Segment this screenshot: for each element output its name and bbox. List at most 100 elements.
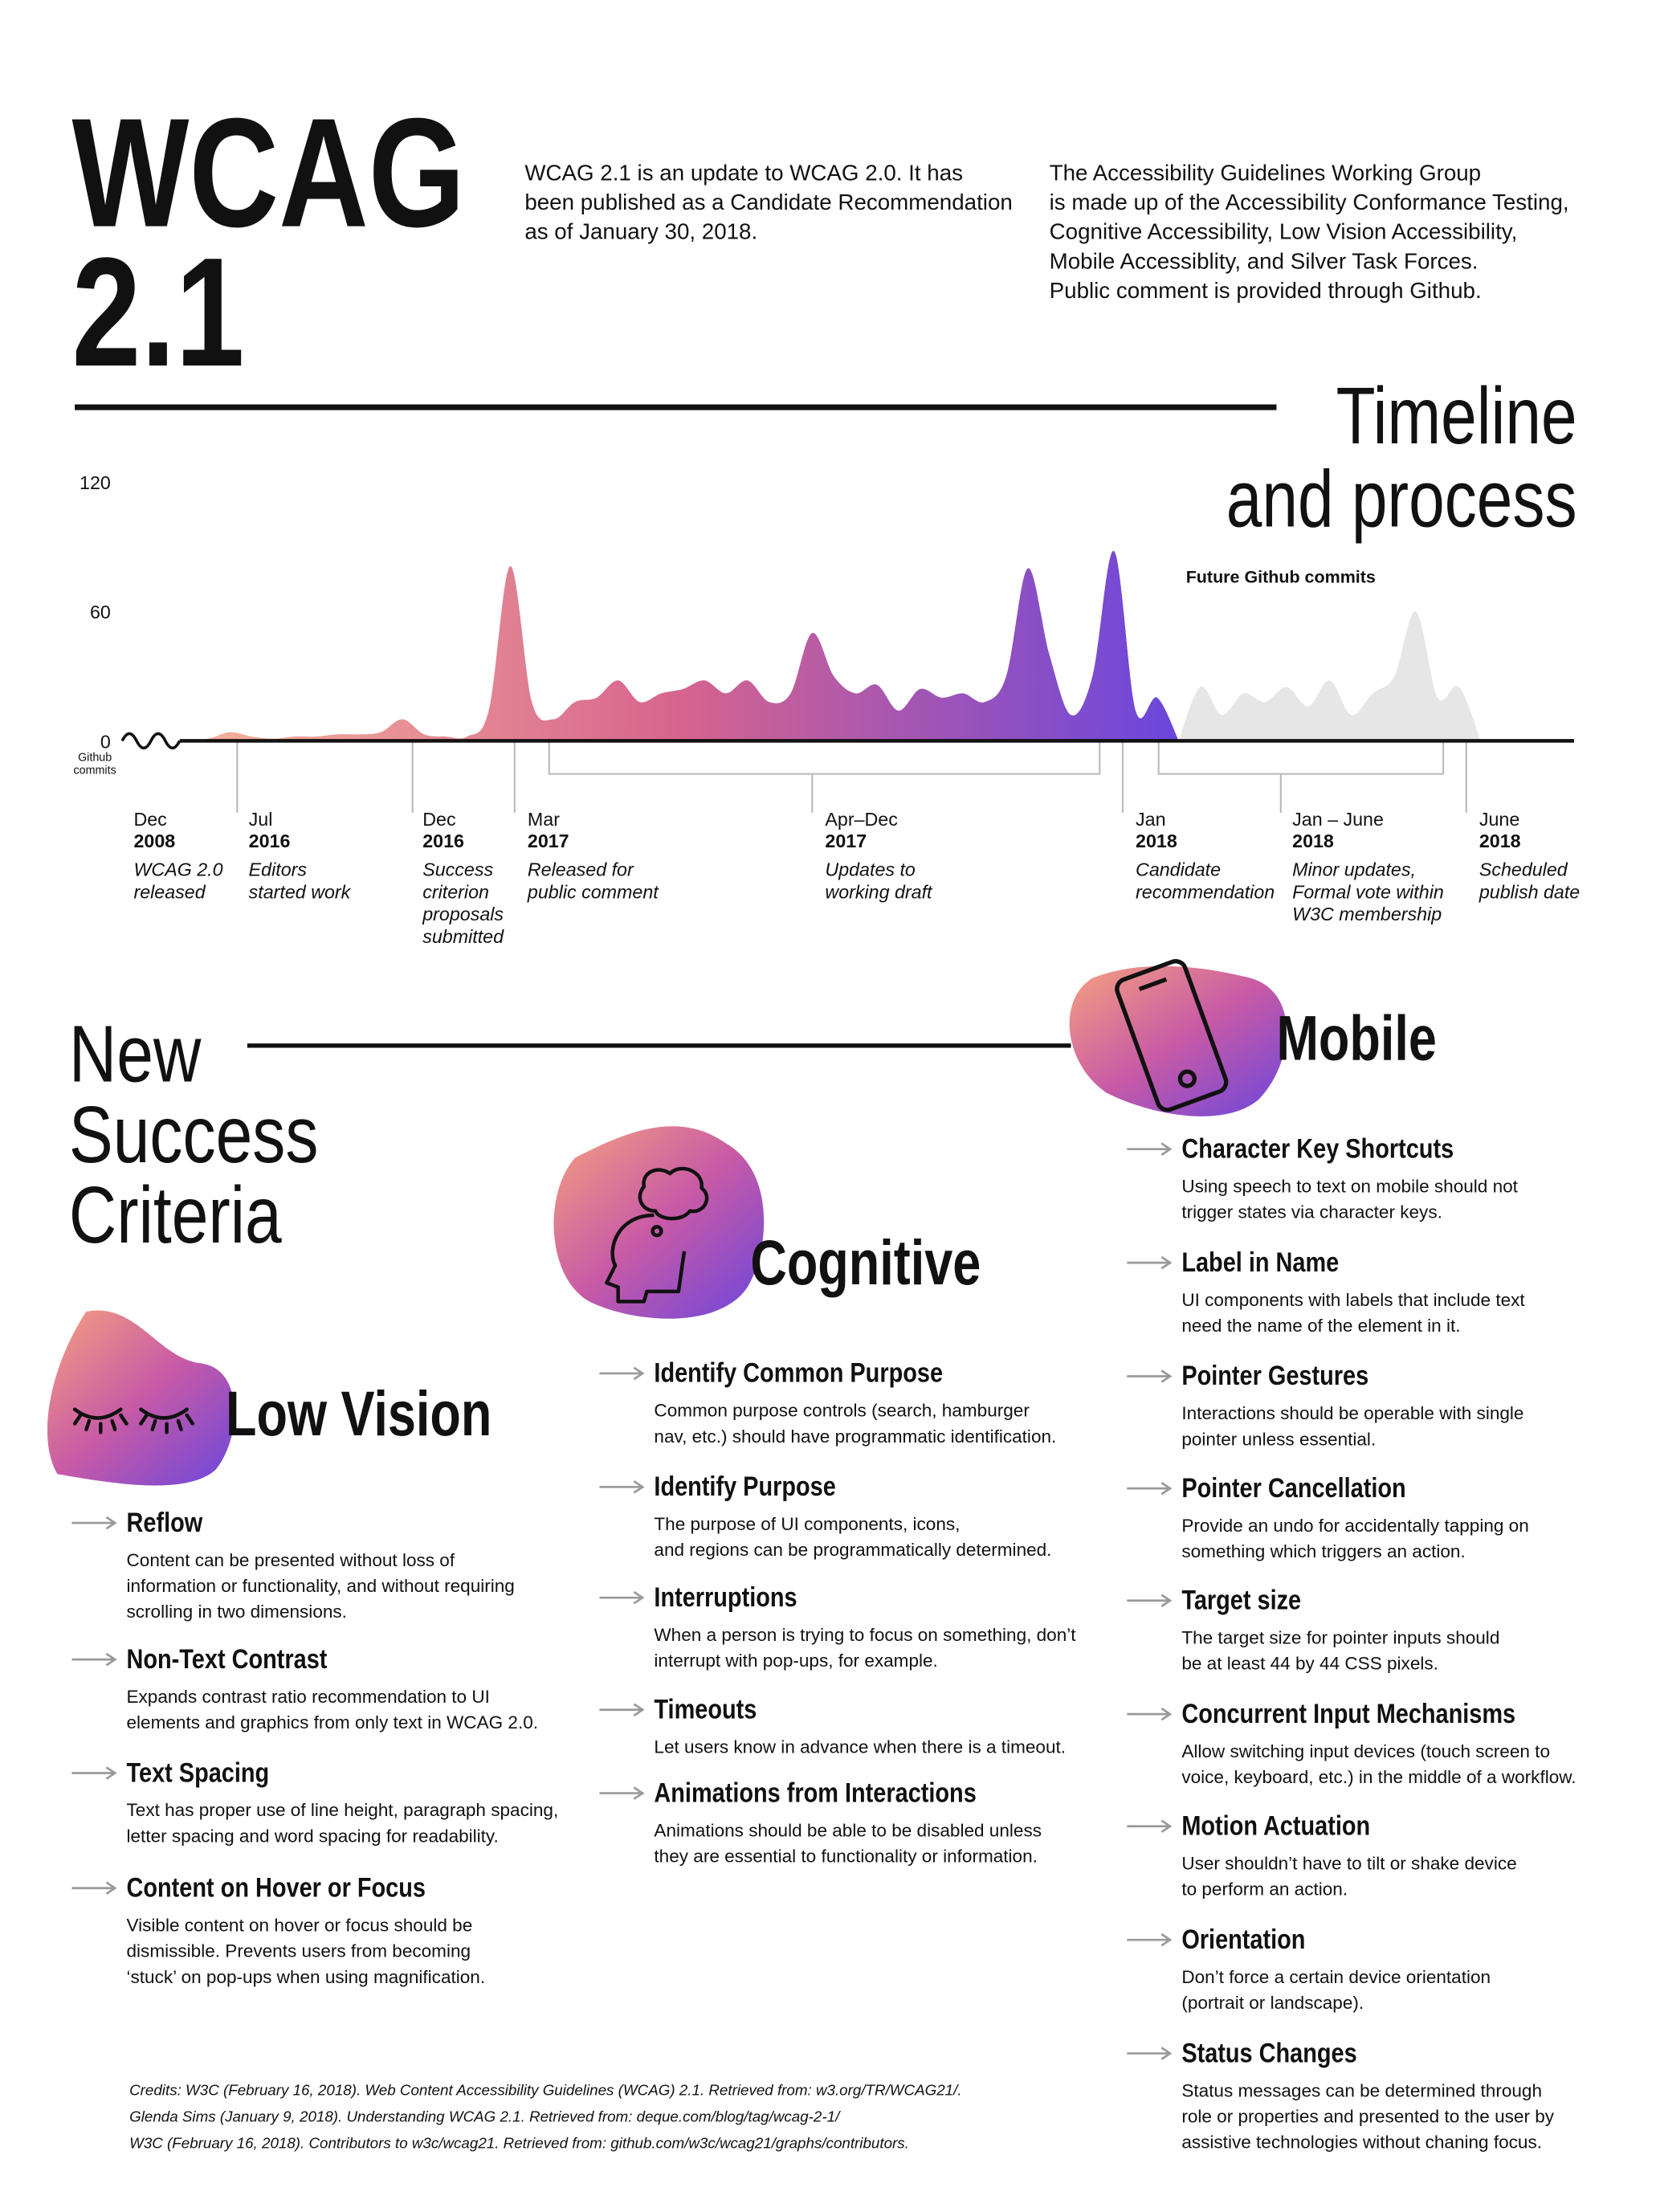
milestone-text: W3C membership: [1292, 904, 1442, 924]
criterion-title: Identify Purpose: [654, 1471, 835, 1502]
criterion-title: Identify Common Purpose: [654, 1357, 943, 1388]
category-title: Low Vision: [226, 1378, 491, 1449]
criterion-title: Label in Name: [1181, 1247, 1339, 1278]
y-tick-label: 0: [100, 731, 111, 752]
milestone-text: Minor updates,: [1292, 859, 1416, 880]
area: [1178, 611, 1481, 741]
criterion-text: dismissible. Prevents users from becomin…: [127, 1941, 471, 1961]
criterion-title: Motion Actuation: [1181, 1810, 1370, 1841]
arrow: [599, 1366, 645, 1381]
milestone-text: publish date: [1479, 881, 1580, 902]
milestone-month: Jan – June: [1292, 809, 1384, 830]
criterion-text: Interactions should be operable with sin…: [1181, 1403, 1523, 1423]
milestone-text: public comment: [527, 881, 659, 902]
credit-line: Credits: W3C (February 16, 2018). Web Co…: [129, 2081, 961, 2098]
milestone-text: Editors: [249, 859, 308, 880]
criterion-text: Using speech to text on mobile should no…: [1181, 1176, 1518, 1196]
criterion-text: Common purpose controls (search, hamburg…: [654, 1401, 1030, 1421]
milestone-text: submitted: [422, 926, 504, 947]
y-axis-label: Github: [78, 751, 112, 764]
criterion-title: Non-Text Contrast: [127, 1643, 328, 1675]
intro-line: as of January 30, 2018.: [524, 219, 757, 244]
section-heading: Success: [69, 1090, 319, 1180]
series-label: Future Github commits: [1186, 567, 1376, 586]
arrow: [1127, 1369, 1173, 1383]
blob: [1069, 965, 1287, 1116]
arrow: [71, 1516, 117, 1530]
arrow: [1127, 1819, 1173, 1834]
arrow: [1127, 1594, 1173, 1608]
criterion-text: assistive technologies without chaning f…: [1181, 2132, 1542, 2153]
milestone-year: 2016: [422, 831, 464, 851]
criterion-text: role or properties and presented to the …: [1181, 2106, 1554, 2126]
credit-line: Glenda Sims (January 9, 2018). Understan…: [129, 2108, 841, 2125]
criterion-text: (portrait or landscape).: [1181, 1993, 1364, 2013]
category-title: Cognitive: [750, 1227, 981, 1298]
criterion-title: Orientation: [1181, 1924, 1305, 1955]
milestone-month: June: [1479, 809, 1519, 830]
arrow: [599, 1480, 645, 1494]
arrow: [71, 1881, 117, 1895]
criterion-text: need the name of the element in it.: [1181, 1316, 1460, 1336]
arrow: [1127, 1707, 1173, 1721]
criterion-text: Text has proper use of line height, para…: [127, 1800, 559, 1820]
timeline-connectors: [236, 741, 1467, 813]
milestone-text: released: [133, 881, 206, 902]
milestone-year: 2018: [1479, 831, 1521, 851]
milestone-month: Dec: [422, 809, 456, 830]
eyes-icon: [72, 1407, 195, 1435]
milestone-text: recommendation: [1136, 881, 1275, 902]
criterion-title: Pointer Cancellation: [1181, 1472, 1405, 1504]
milestone-month: Jul: [249, 809, 273, 830]
criterion-text: The purpose of UI components, icons,: [654, 1514, 960, 1534]
milestone-month: Apr–Dec: [825, 809, 898, 830]
intro-line: WCAG 2.1 is an update to WCAG 2.0. It ha…: [524, 160, 963, 185]
y-tick-label: 120: [80, 472, 111, 493]
title: 2.1: [71, 227, 244, 399]
milestone-text: Released for: [528, 859, 634, 880]
milestone-text: proposals: [422, 904, 504, 924]
section-heading: New: [69, 1010, 202, 1100]
criterion-title: Pointer Gestures: [1181, 1360, 1368, 1391]
criterion-title: Target size: [1181, 1584, 1301, 1615]
criterion-title: Character Key Shortcuts: [1181, 1133, 1454, 1164]
arrow: [599, 1703, 645, 1717]
milestone-year: 2017: [528, 831, 569, 851]
intro-line: been published as a Candidate Recommenda…: [524, 190, 1013, 214]
criterion-text: and regions can be programmatically dete…: [654, 1540, 1051, 1560]
criterion-text: Don’t force a certain device orientation: [1181, 1967, 1491, 1987]
arrow: [599, 1590, 645, 1605]
criterion-text: Visible content on hover or focus should…: [127, 1915, 473, 1935]
milestone-text: Success: [422, 859, 493, 880]
milestone-text: Candidate: [1136, 859, 1221, 880]
about-line: Public comment is provided through Githu…: [1050, 278, 1482, 303]
credit-line: W3C (February 16, 2018). Contributors to…: [129, 2135, 909, 2152]
milestone-text: Updates to: [825, 859, 916, 880]
about-line: Cognitive Accessibility, Low Vision Acce…: [1050, 219, 1518, 244]
criterion-text: pointer unless essential.: [1181, 1429, 1376, 1449]
title: WCAG: [71, 87, 465, 259]
arrow: [1127, 1142, 1173, 1156]
blob: [47, 1310, 235, 1486]
section-heading: Criteria: [69, 1170, 282, 1260]
criterion-text: UI components with labels that include t…: [1181, 1290, 1525, 1310]
milestone-text: Scheduled: [1479, 859, 1568, 880]
milestone-text: started work: [249, 881, 352, 902]
criterion-text: Content can be presented without loss of: [127, 1550, 455, 1570]
criterion-text: trigger states via character keys.: [1181, 1202, 1442, 1222]
arrow: [1127, 1255, 1173, 1270]
blob: [553, 1126, 765, 1319]
criterion-text: be at least 44 by 44 CSS pixels.: [1181, 1654, 1438, 1674]
criterion-text: letter spacing and word spacing for read…: [127, 1826, 499, 1846]
milestone-year: 2008: [133, 831, 175, 851]
criterion-text: to perform an action.: [1181, 1879, 1348, 1900]
criterion-text: elements and graphics from only text in …: [127, 1712, 539, 1732]
y-axis-label: commits: [74, 765, 116, 777]
criterion-title: Concurrent Input Mechanisms: [1181, 1698, 1515, 1729]
criterion-text: The target size for pointer inputs shoul…: [1181, 1627, 1499, 1647]
about-line: is made up of the Accessibility Conforma…: [1050, 190, 1569, 214]
criterion-text: When a person is trying to focus on some…: [654, 1625, 1076, 1645]
criterion-text: voice, keyboard, etc.) in the middle of …: [1181, 1767, 1576, 1787]
